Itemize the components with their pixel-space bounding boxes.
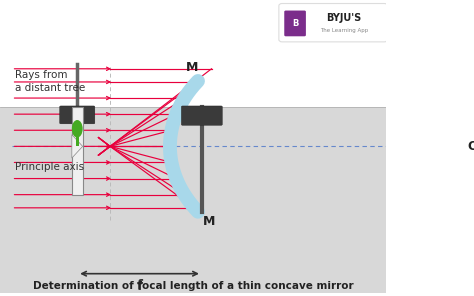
FancyBboxPatch shape <box>284 11 306 36</box>
Text: Principle axis: Principle axis <box>16 163 84 173</box>
Text: M: M <box>203 215 216 228</box>
Bar <box>0 107 386 293</box>
Text: f: f <box>137 279 143 293</box>
Text: B: B <box>292 19 298 28</box>
Text: The Learning App: The Learning App <box>319 28 368 33</box>
Text: O: O <box>467 140 474 153</box>
Bar <box>0 0 386 107</box>
Ellipse shape <box>72 120 82 138</box>
Text: BYJU'S: BYJU'S <box>326 13 361 23</box>
Text: Determination of focal length of a thin concave mirror: Determination of focal length of a thin … <box>33 281 354 291</box>
Polygon shape <box>72 135 82 158</box>
Text: Rays from
a distant tree: Rays from a distant tree <box>16 70 86 94</box>
FancyBboxPatch shape <box>182 106 222 125</box>
FancyBboxPatch shape <box>279 4 387 42</box>
Text: M: M <box>186 61 198 74</box>
FancyBboxPatch shape <box>60 106 95 124</box>
Bar <box>76 133 79 146</box>
Bar <box>72 107 82 195</box>
